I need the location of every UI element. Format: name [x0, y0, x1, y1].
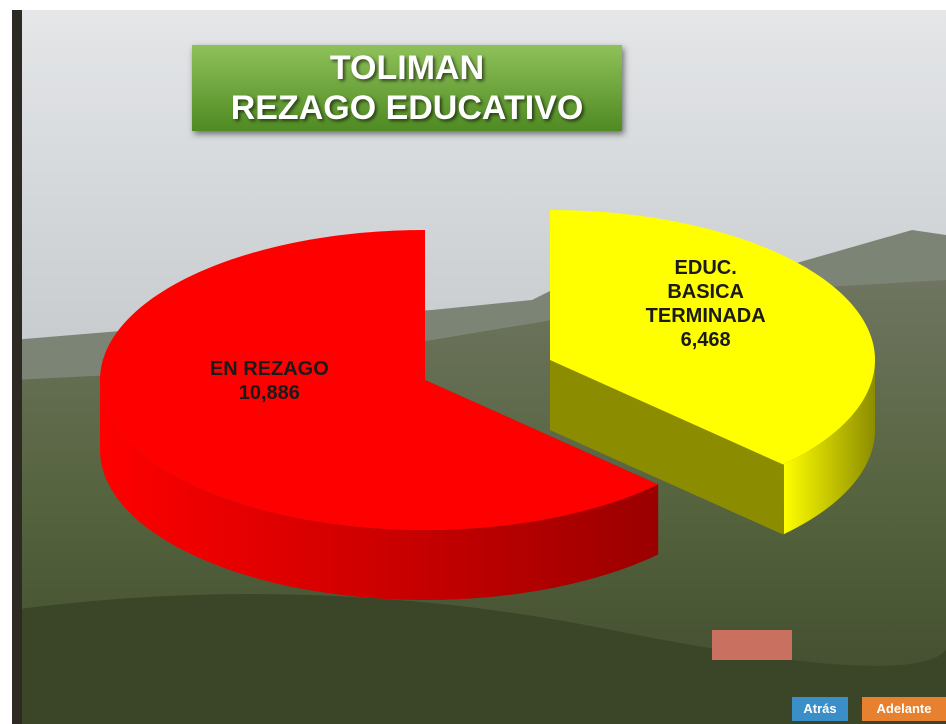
back-button[interactable]: Atrás — [792, 697, 848, 721]
slice-label: EDUC. BASICA TERMINADA 6,468 — [641, 256, 771, 352]
category-label: EDUC. BASICA TERMINADA — [641, 256, 771, 328]
value-label: 10,886 — [184, 381, 354, 405]
next-button[interactable]: Adelante — [862, 697, 946, 721]
slide: TOLIMAN REZAGO EDUCATIVO EN REZAGO 10,88… — [0, 0, 946, 724]
category-label: EN REZAGO — [184, 357, 354, 381]
value-label: 6,468 — [641, 328, 771, 352]
slice-label: EN REZAGO 10,886 — [184, 357, 354, 405]
pie-chart — [0, 0, 946, 724]
